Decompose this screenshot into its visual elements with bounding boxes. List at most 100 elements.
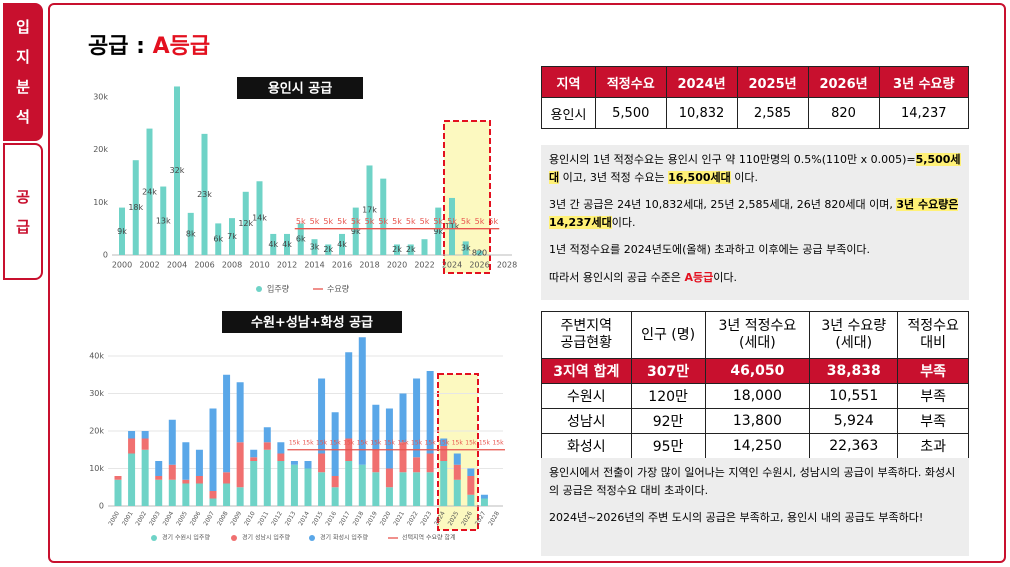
data-label: 5k: [296, 217, 306, 226]
data-label: 15k: [411, 439, 423, 446]
bar: [128, 431, 136, 439]
table-cell: 적정수요: [594, 66, 667, 98]
y-tick-label: 30k: [93, 93, 108, 102]
table-row: 화성시 95만 14,250 22,363 초과: [541, 433, 969, 459]
table-cell: 307만: [630, 358, 706, 384]
tab-label[interactable]: 공급: [16, 187, 30, 236]
bar: [201, 133, 208, 255]
tab[interactable]: 입지분석: [3, 3, 43, 141]
bar: [318, 453, 326, 473]
x-tick-label: 2016: [324, 510, 338, 527]
x-tick-label: 2007: [202, 510, 216, 527]
bar: [290, 461, 298, 465]
bar: [195, 449, 203, 476]
x-tick-label: 2000: [107, 510, 121, 527]
legend-swatch: [151, 535, 157, 541]
bar: [229, 218, 235, 255]
x-tick-label: 2022: [406, 510, 420, 527]
table-cell: 95만: [630, 433, 706, 459]
bar: [270, 233, 277, 255]
bar: [223, 374, 231, 473]
bar: [277, 461, 285, 506]
text-segment: 용인시의 1년 적정수요는 용인시 인구 약 110만명의 0.5%(110만 …: [549, 153, 916, 166]
bar: [263, 449, 271, 506]
bar: [182, 442, 190, 480]
bar: [195, 483, 203, 506]
table-cell: 수원시: [541, 383, 632, 409]
bar: [263, 442, 271, 450]
bar: [155, 461, 163, 476]
bar: [277, 442, 285, 454]
bar: [399, 472, 407, 506]
data-label: 15k: [357, 439, 369, 446]
bar: [223, 483, 231, 506]
bar: [132, 160, 139, 255]
y-tick-label: 0: [99, 502, 104, 511]
table-cell: 92만: [630, 408, 706, 434]
data-label: 5k: [447, 217, 457, 226]
table-cell: 부족: [897, 383, 969, 409]
text-segment: 이다.: [713, 270, 737, 284]
page-title: 공급 : A등급: [88, 28, 210, 60]
table-cell: 46,050: [704, 358, 811, 384]
data-label: 15k: [343, 439, 355, 446]
y-tick-label: 20k: [89, 427, 104, 436]
data-label: 5k: [378, 217, 388, 226]
bar: [380, 178, 387, 255]
data-label: 4k: [337, 240, 347, 249]
bar: [426, 472, 434, 506]
x-tick-label: 2022: [414, 261, 434, 270]
data-label: 23k: [197, 190, 212, 199]
bar: [407, 244, 414, 255]
data-label: 5k: [488, 217, 498, 226]
data-label: 8k: [186, 229, 196, 238]
text-segment: 이고, 3년 적정 수요는: [559, 170, 669, 184]
bar: [236, 442, 244, 488]
data-label: 5k: [420, 217, 430, 226]
bar: [399, 442, 407, 473]
table-row: 주변지역 공급현황 인구 (명) 3년 적정수요 (세대) 3년 수요량 (세대) 적정…: [541, 311, 969, 359]
x-tick-label: 2011: [257, 510, 271, 527]
legend-swatch: [309, 535, 315, 541]
bar: [325, 244, 332, 255]
tab[interactable]: 공급: [3, 143, 43, 280]
bar: [209, 491, 217, 499]
table-row: 3지역 합계 307만 46,050 38,838 부족: [541, 358, 969, 384]
chart-title: 용인시 공급: [268, 81, 332, 97]
bar: [372, 449, 380, 473]
bar: [146, 128, 153, 255]
bar: [385, 487, 393, 506]
bar: [467, 476, 475, 495]
table-row: 수원시 120만 18,000 10,551 부족: [541, 383, 969, 409]
x-tick-label: 2005: [175, 510, 189, 527]
bar: [311, 239, 318, 255]
data-label: 9k: [433, 227, 443, 236]
table-cell: 부족: [897, 408, 969, 434]
table-cell: 인구 (명): [630, 311, 706, 359]
bar: [413, 378, 421, 458]
y-tick-label: 40k: [89, 352, 104, 361]
table-cell: 14,237: [878, 97, 970, 129]
table-cell: 18,000: [704, 383, 811, 409]
data-label: 5k: [392, 217, 402, 226]
x-tick-label: 2004: [167, 261, 187, 270]
bar: [413, 472, 421, 506]
legend-label: 입주량: [267, 284, 290, 294]
bar: [449, 197, 455, 255]
data-label: 5k: [461, 217, 471, 226]
bar: [453, 479, 461, 506]
bar: [297, 223, 304, 255]
x-tick-label: 2026: [469, 261, 489, 270]
data-label: 17k: [362, 206, 377, 215]
bar: [236, 382, 244, 443]
chart-title: 수원+성남+화성 공급: [251, 315, 373, 331]
x-tick-label: 2010: [243, 510, 257, 527]
bar: [141, 449, 149, 506]
bar: [141, 438, 149, 450]
bar: [215, 223, 222, 255]
paragraph: 2024년~2026년의 주변 도시의 공급은 부족하고, 용인시 내의 공급도…: [549, 509, 961, 527]
x-tick-label: 2023: [419, 510, 433, 527]
x-tick-label: 2004: [162, 510, 176, 527]
tab-label[interactable]: 입지분석: [16, 18, 30, 126]
x-tick-label: 2002: [134, 510, 148, 527]
